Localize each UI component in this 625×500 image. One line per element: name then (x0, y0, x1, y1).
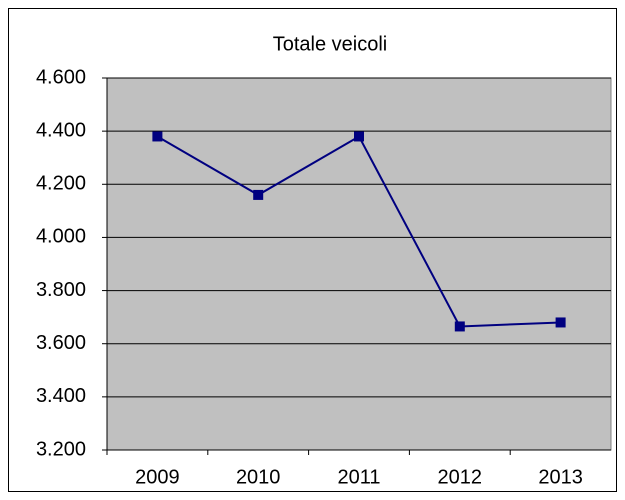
y-tick-label: 3.800 (36, 279, 86, 301)
y-tick-label: 4.200 (36, 173, 86, 195)
marker (354, 131, 364, 142)
x-tick-label: 2011 (337, 466, 380, 488)
x-tick-label: 2010 (236, 466, 281, 488)
marker (152, 131, 163, 142)
y-tick-label: 4.000 (36, 226, 86, 248)
marker (555, 317, 566, 328)
y-tick-label: 3.400 (36, 385, 86, 407)
y-tick-label: 3.200 (36, 438, 86, 460)
marker (253, 189, 264, 200)
y-tick-label: 3.600 (36, 332, 86, 354)
x-tick-label: 2013 (538, 466, 583, 488)
marker (454, 321, 465, 332)
x-tick-label: 2012 (438, 466, 483, 488)
chart-title: Totale veicoli (273, 33, 388, 55)
y-tick-label: 4.400 (36, 119, 86, 141)
x-tick-label: 2009 (135, 466, 180, 488)
y-tick-label: 4.600 (36, 66, 86, 88)
